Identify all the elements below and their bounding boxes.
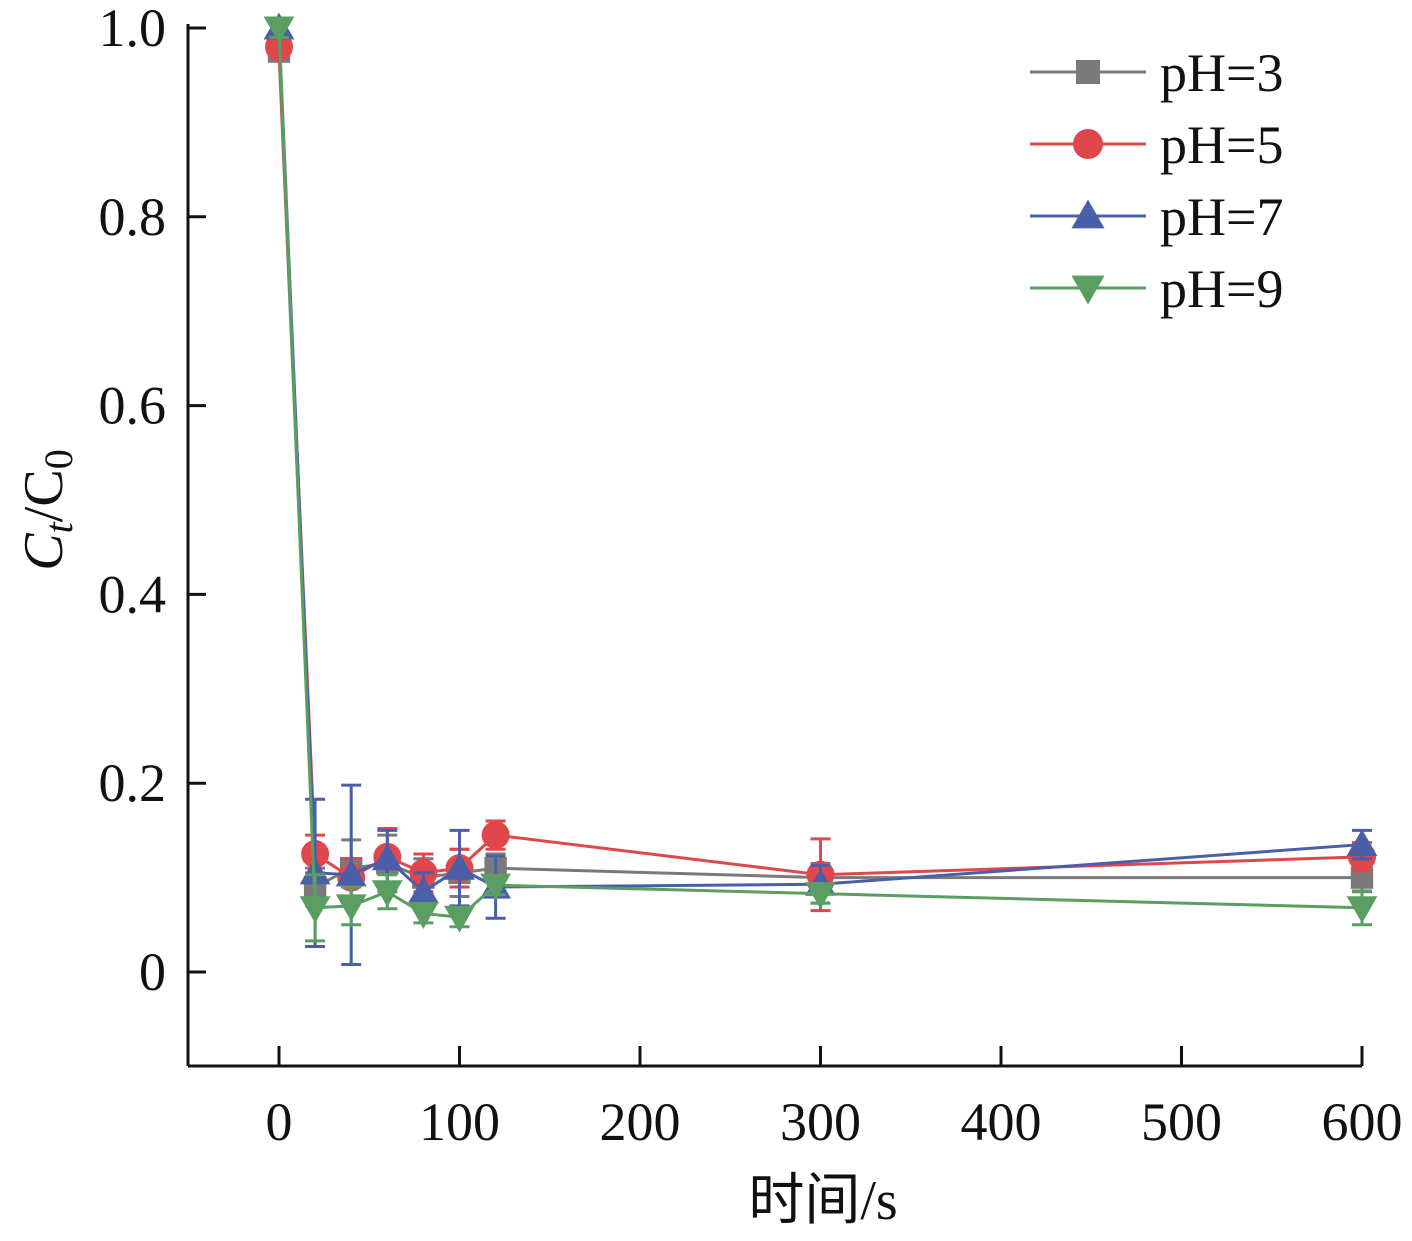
y-tick-label: 0.4 <box>99 564 167 624</box>
legend-entry-1: pH=3 <box>1030 43 1283 103</box>
series-line <box>277 51 1362 890</box>
data-point <box>444 852 475 880</box>
x-axis-title: 时间/s <box>748 1170 897 1232</box>
y-axis-title-c: C <box>13 533 75 571</box>
data-point <box>371 843 403 871</box>
y-axis-title-sub-0: 0 <box>36 449 81 469</box>
x-tick-label: 500 <box>1141 1092 1222 1152</box>
legend-label: pH=3 <box>1160 43 1283 103</box>
data-point <box>408 901 439 929</box>
legend-marker <box>1073 129 1103 159</box>
data-point <box>408 876 439 904</box>
data-point <box>444 905 475 933</box>
legend: pH=3 pH=5 pH=7 pH=9 <box>1030 43 1283 319</box>
data-point <box>299 896 331 924</box>
y-axis-title-slash-c: /C <box>13 469 75 522</box>
x-tick-label: 0 <box>266 1092 293 1152</box>
y-tick-label: 0 <box>139 942 166 1002</box>
series-4 <box>263 16 1378 943</box>
y-tick-label: 0.6 <box>99 376 167 436</box>
legend-label: pH=5 <box>1160 115 1283 175</box>
data-point <box>299 857 331 885</box>
legend-entry-3: pH=7 <box>1030 187 1283 247</box>
x-tick-label: 400 <box>961 1092 1042 1152</box>
legend-label: pH=7 <box>1160 187 1283 247</box>
legend-label: pH=9 <box>1160 259 1283 319</box>
x-tick-label: 100 <box>419 1092 500 1152</box>
data-point <box>481 821 510 850</box>
data-point <box>805 882 836 910</box>
data-point <box>1346 829 1378 857</box>
x-tick-label: 200 <box>600 1092 681 1152</box>
legend-entry-2: pH=5 <box>1030 115 1283 175</box>
y-tick-label: 0.2 <box>99 753 167 813</box>
legend-marker <box>1071 199 1105 229</box>
data-point <box>335 894 367 922</box>
y-axis-title-sub-t: t <box>36 521 81 533</box>
x-tick-label: 600 <box>1322 1092 1403 1152</box>
legend-marker <box>1076 60 1100 84</box>
legend-marker <box>1071 275 1105 305</box>
data-point <box>1346 896 1378 924</box>
series-layer <box>263 12 1378 966</box>
data-point <box>371 880 403 908</box>
y-axis-title: Ct/C0 <box>13 449 81 570</box>
y-tick-label: 0.8 <box>99 187 167 247</box>
y-tick-label: 1.0 <box>99 0 167 58</box>
data-point <box>480 873 511 901</box>
x-tick-label: 300 <box>780 1092 861 1152</box>
legend-entry-4: pH=9 <box>1030 259 1283 319</box>
data-point <box>335 859 367 887</box>
axes: 0 0.2 0.4 0.6 0.8 1.0 0 100 200 300 400 500 600 <box>99 0 1403 1152</box>
data-point <box>263 16 295 44</box>
